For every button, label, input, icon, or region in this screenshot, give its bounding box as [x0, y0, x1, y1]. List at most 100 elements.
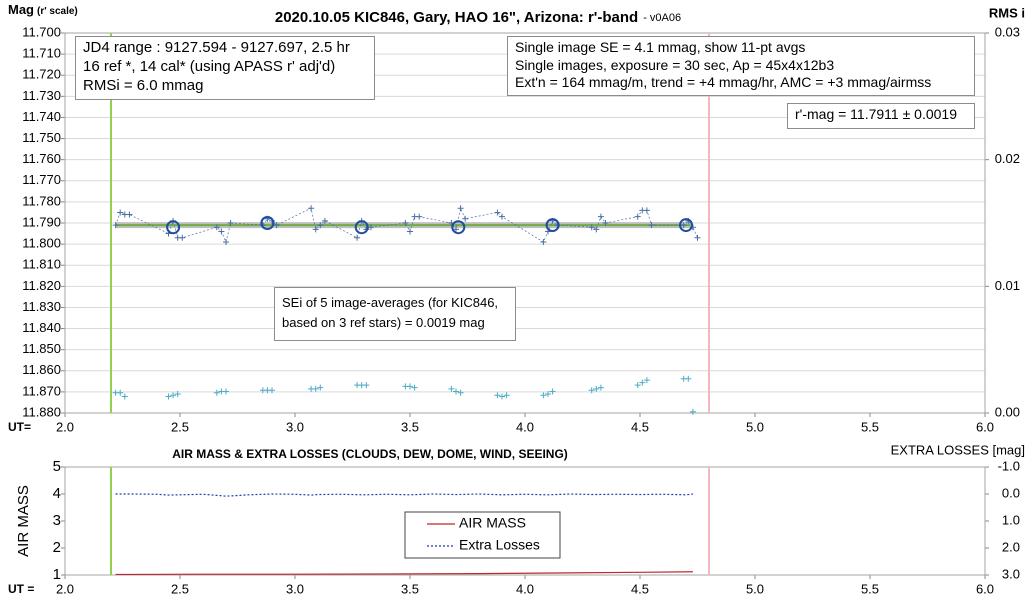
y-axis-label: Mag (r' scale) — [8, 2, 78, 17]
info-line: RMSi = 6.0 mmag — [83, 76, 204, 94]
y-tick-label: 11.860 — [22, 362, 61, 377]
y-tick-label: 11.880 — [22, 404, 61, 419]
point — [540, 392, 547, 399]
x-tick-label: 4.5 — [631, 419, 649, 434]
info-line: Single image SE = 4.1 mmag, show 11-pt a… — [515, 39, 806, 55]
point — [448, 385, 455, 392]
point — [648, 222, 655, 229]
point — [593, 385, 600, 392]
point — [545, 391, 551, 397]
point — [499, 393, 505, 400]
point — [639, 379, 646, 386]
point — [213, 389, 220, 396]
y-tick-label: 11.830 — [22, 299, 61, 314]
point — [367, 224, 374, 231]
point — [312, 226, 319, 233]
x-axis-label: UT = — [8, 582, 34, 596]
point — [602, 220, 609, 226]
point — [117, 389, 124, 396]
point — [317, 384, 324, 391]
y-tick-label: 11.700 — [22, 24, 61, 39]
y2-tick-label: 0.03 — [995, 24, 1020, 39]
title-text: 2020.10.05 KIC846, Gary, HAO 16", Arizon… — [275, 9, 638, 26]
y2-axis-label: EXTRA LOSSES [mag] — [891, 442, 1025, 457]
point — [685, 375, 692, 382]
point — [453, 388, 459, 395]
x-tick-label: 2.5 — [171, 581, 189, 596]
title-text: AIR MASS & EXTRA LOSSES (CLOUDS, DEW, DO… — [172, 447, 568, 461]
y-tick-label: 11.740 — [22, 109, 61, 124]
y-tick-label: 5 — [53, 458, 61, 475]
point — [363, 382, 370, 389]
point — [588, 387, 595, 394]
point — [354, 234, 361, 241]
y-tick-label: 11.800 — [22, 236, 61, 251]
info-box: SEi of 5 image-averages (for KIC846, bas… — [274, 287, 516, 341]
chart-title: 2020.10.05 KIC846, Gary, HAO 16", Arizon… — [275, 9, 681, 26]
point — [634, 382, 641, 389]
average-point — [166, 220, 181, 235]
y-tick-label: 11.780 — [22, 193, 61, 208]
y-tick-label: 11.840 — [22, 320, 61, 335]
series-line — [115, 493, 693, 497]
x-tick-label: 4.0 — [516, 581, 534, 596]
info-line: SEi of 5 image-averages (for KIC846, — [282, 295, 499, 310]
y-tick-label: 11.770 — [22, 172, 61, 187]
y2-tick-label: 0.00 — [995, 404, 1020, 419]
point — [179, 234, 186, 241]
x-tick-label: 6.0 — [976, 581, 994, 596]
y2-tick-label: 0.02 — [995, 151, 1020, 166]
point — [407, 383, 413, 390]
x-tick-label: 2.0 — [56, 419, 74, 434]
x-tick-label: 5.5 — [861, 419, 879, 434]
y-tick-label: 11.720 — [22, 67, 61, 82]
point — [227, 220, 234, 226]
point — [312, 385, 319, 392]
y2-tick-label: 2.0 — [1002, 539, 1020, 554]
y-tick-label: 11.760 — [22, 151, 61, 166]
point — [117, 209, 124, 216]
legend-label: AIR MASS — [459, 515, 526, 531]
point — [223, 239, 229, 245]
point — [453, 226, 459, 233]
point — [597, 384, 604, 391]
y-tick-label: 4 — [53, 485, 61, 502]
x-tick-label: 5.0 — [746, 419, 764, 434]
y-tick-label: 11.750 — [22, 130, 61, 145]
point — [416, 213, 423, 220]
y2-tick-label: 0.01 — [995, 278, 1020, 293]
point — [680, 222, 687, 229]
point — [643, 207, 650, 214]
point — [494, 392, 501, 399]
point — [411, 384, 418, 391]
info-line: based on 3 ref stars) = 0.0019 mag — [282, 314, 485, 330]
point — [457, 205, 464, 212]
point — [170, 392, 177, 399]
y-tick-label: 11.710 — [22, 46, 61, 61]
subtitle: - v0A06 — [643, 12, 681, 24]
y-axis-label-note: (r' scale) — [37, 6, 78, 17]
y-axis-label-main: Mag — [8, 2, 34, 17]
x-tick-label: 4.5 — [631, 581, 649, 596]
point — [308, 205, 315, 212]
point — [317, 222, 324, 229]
y2-tick-label: 1.0 — [1002, 512, 1020, 527]
y-axis-label: AIR MASS — [15, 485, 32, 557]
y2-tick-label: 3.0 — [1002, 566, 1020, 581]
x-tick-label: 3.0 — [286, 419, 304, 434]
point — [597, 213, 604, 220]
point — [494, 209, 501, 216]
point — [694, 234, 701, 241]
y-tick-label: 11.810 — [22, 257, 61, 272]
point — [457, 389, 464, 396]
y-tick-label: 11.820 — [22, 278, 61, 293]
average-point — [451, 220, 466, 235]
plot-frame — [64, 466, 986, 576]
x-axis-label: UT= — [8, 420, 31, 434]
point — [593, 226, 600, 233]
point — [689, 408, 696, 415]
y-tick-label: 11.870 — [22, 383, 61, 398]
point — [121, 393, 128, 400]
x-tick-label: 5.5 — [861, 581, 879, 596]
point — [588, 224, 595, 231]
